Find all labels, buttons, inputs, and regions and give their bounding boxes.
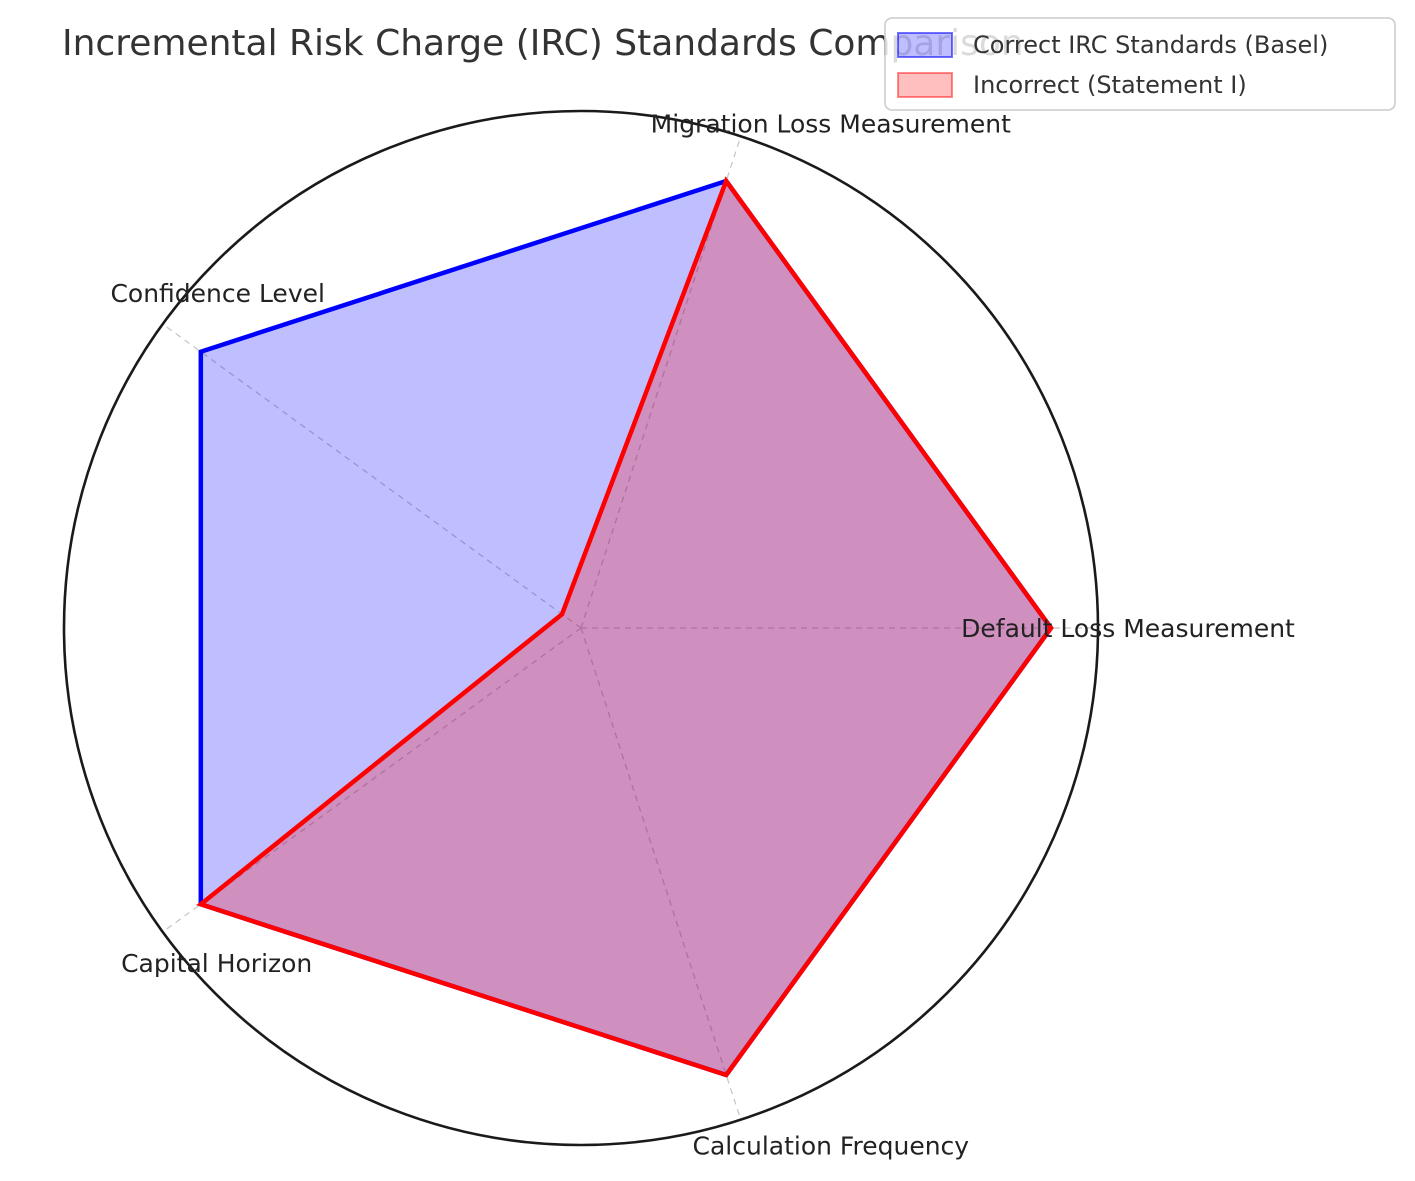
legend-box: [884, 17, 1396, 111]
legend-swatch-correct: [897, 32, 953, 58]
grid-spoke: [162, 323, 582, 629]
legend-swatch-incorrect: [897, 72, 953, 98]
axis-label: Migration Loss Measurement: [651, 109, 1011, 138]
legend-label-incorrect: Incorrect (Statement I): [973, 71, 1247, 99]
outer-frame-circle: [62, 109, 1100, 1147]
axis-label: Capital Horizon: [121, 949, 312, 978]
axis-label: Default Loss Measurement: [961, 614, 1295, 643]
chart-title: Incremental Risk Charge (IRC) Standards …: [62, 23, 1024, 64]
axis-label-layer: Default Loss Measurement Migration Loss M…: [110, 109, 1295, 1160]
series-fill-0: [200, 181, 1052, 1075]
series-line-1: [196, 176, 1054, 1078]
legend: Correct IRC Standards (Basel) Incorrect …: [884, 17, 1396, 111]
series-fill-1: [200, 181, 1052, 1075]
legend-label-correct: Correct IRC Standards (Basel): [973, 31, 1328, 59]
axis-label: Confidence Level: [110, 279, 325, 308]
series-layer: [196, 176, 1054, 1078]
axis-label: Calculation Frequency: [693, 1132, 970, 1161]
grid-spoke: [580, 627, 742, 1120]
